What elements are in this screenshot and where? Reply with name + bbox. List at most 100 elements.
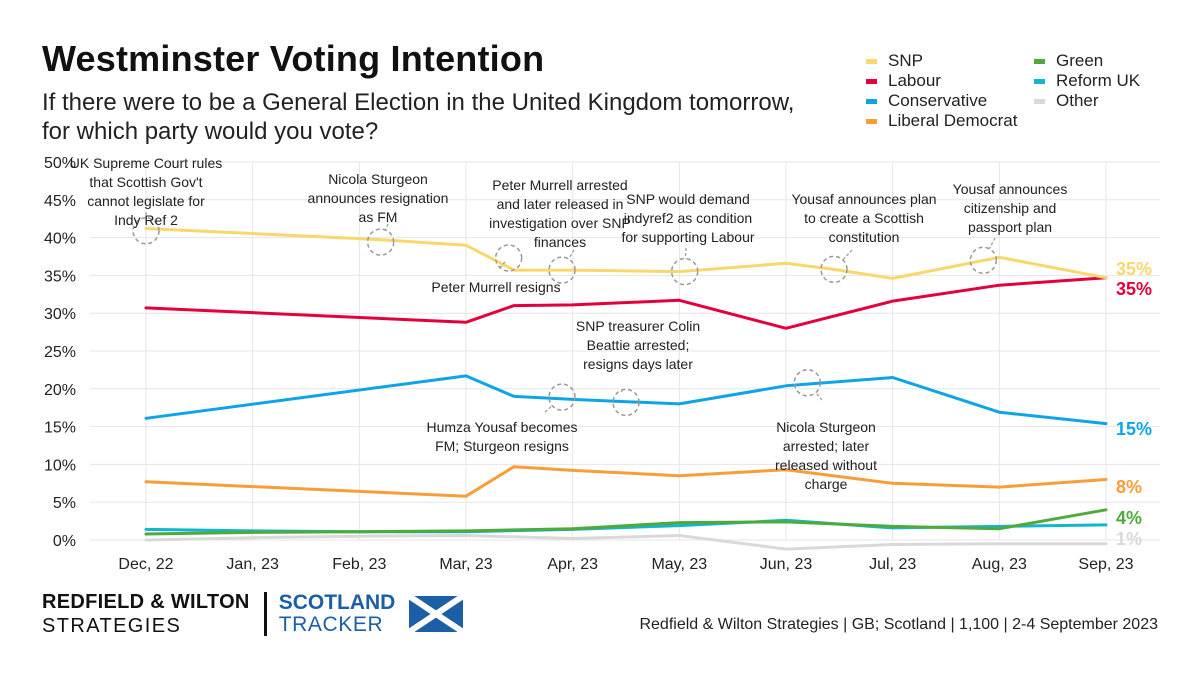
end-label-liberal-democrat: 8% (1116, 477, 1142, 497)
annotation-label-line: cannot legislate for (87, 193, 205, 209)
annotation-label-line: UK Supreme Court rules (70, 155, 223, 171)
legend-item-green: Green (1034, 51, 1184, 71)
annotation-label: Humza Yousaf becomes FM; Sturgeon resigns (427, 419, 578, 454)
annotation-label-line: Nicola Sturgeon (328, 171, 428, 187)
annotation-label-line: Nicola Sturgeon (776, 419, 876, 435)
annotation-marker (969, 246, 998, 275)
annotation-10: Yousaf announces citizenship and passport … (953, 181, 1068, 275)
x-tick-label: Feb, 23 (332, 556, 386, 573)
legend-item-labour: Labour (866, 71, 1034, 91)
series-line-conservative (144, 374, 1108, 426)
annotation-label: Nicola Sturgeon announces resignation as F… (308, 171, 449, 225)
tracker-line-2: TRACKER (278, 613, 384, 636)
annotation-label-line: SNP treasurer Colin (576, 318, 700, 334)
annotation-label: Yousaf announces citizenship and passport … (953, 181, 1068, 235)
annotation-label-line: constitution (829, 229, 900, 245)
annotation-connector (384, 223, 389, 231)
legend-item-reform-uk: Reform UK (1034, 71, 1184, 91)
x-tick-label: May, 23 (651, 556, 707, 573)
annotation-label: Yousaf announces plan to create a Scottis… (791, 191, 936, 245)
scotland-flag-icon (409, 596, 464, 632)
annotation-label-line: FM; Sturgeon resigns (435, 438, 569, 454)
annotation-marker (612, 388, 640, 417)
scotland-tracker-logo: SCOTLAND TRACKER (279, 592, 396, 636)
annotation-label-line: investigation over SNP (489, 215, 631, 231)
annotation-3: Peter Murrell resigns (431, 244, 561, 295)
logo-line-1: REDFIELD & WILTON (42, 591, 250, 613)
legend: SNP Labour Conservative Liberal Democrat… (866, 51, 1186, 131)
y-tick-label: 25% (44, 344, 76, 361)
legend-swatch-snp (866, 58, 877, 64)
annotation-label: SNP would demand indyref2 as condition for… (621, 191, 754, 245)
logo-line-2: STRATEGIES (42, 615, 182, 637)
legend-item-snp: SNP (866, 51, 1034, 71)
legend-swatch-other (1034, 98, 1045, 104)
annotation-label-line: Peter Murrell resigns (431, 279, 560, 295)
annotation-marker (548, 256, 576, 284)
annotation-label-line: indyref2 as condition (624, 210, 752, 226)
annotation-label: Peter Murrell resigns (431, 279, 560, 295)
x-tick-label: Dec, 22 (118, 556, 173, 573)
annotation-2: Nicola Sturgeon announces resignation as F… (308, 171, 449, 256)
annotation-marker (494, 244, 523, 272)
annotation-6: SNP treasurer Colin Beattie arrested; resi… (576, 318, 700, 417)
annotation-connector (620, 390, 623, 393)
series-line-other (144, 534, 1108, 551)
x-tick-label: Jun, 23 (760, 556, 813, 573)
y-tick-label: 45% (44, 193, 76, 210)
annotation-label-line: charge (805, 476, 848, 492)
legend-swatch-conservative (866, 98, 877, 104)
annotation-7: SNP would demand indyref2 as condition for… (621, 191, 755, 286)
x-tick-label: Mar, 23 (439, 556, 492, 573)
end-label-labour: 35% (1116, 279, 1152, 299)
series-line-labour (144, 276, 1108, 330)
logo-divider (263, 592, 267, 636)
annotation-marker (820, 255, 848, 284)
annotation-4: Peter Murrell arrested and later released… (489, 177, 631, 284)
y-tick-label: 10% (44, 457, 76, 474)
annotations: UK Supreme Court rules that Scottish Gov'… (70, 155, 1068, 492)
annotation-label-line: Peter Murrell arrested (492, 177, 627, 193)
annotation-connector (842, 249, 853, 261)
legend-label-other: Other (1056, 91, 1099, 110)
annotation-label: Peter Murrell arrested and later released… (489, 177, 631, 250)
legend-label-reform-uk: Reform UK (1056, 71, 1141, 90)
annotation-label-line: passport plan (968, 219, 1052, 235)
annotation-connector (815, 392, 823, 401)
legend-label-conservative: Conservative (888, 91, 988, 110)
annotation-marker (366, 228, 395, 256)
series-line-green (144, 508, 1108, 536)
annotation-label: SNP treasurer Colin Beattie arrested; resi… (576, 318, 700, 372)
series-line-snp (144, 227, 1108, 280)
annotation-label-line: citizenship and (964, 200, 1057, 216)
annotation-8: Nicola Sturgeon arrested; later released w… (775, 369, 877, 492)
legend-item-other: Other (1034, 91, 1184, 111)
annotation-label-line: Yousaf announces plan (791, 191, 936, 207)
annotation-marker (793, 369, 822, 397)
legend-label-liberal-democrat: Liberal Democrat (888, 111, 1018, 130)
annotation-connector (568, 249, 575, 260)
legend-swatch-labour (866, 78, 877, 84)
annotation-label-line: Beattie arrested; (587, 337, 690, 353)
tracker-line-1: SCOTLAND (278, 591, 396, 614)
annotation-label-line: as FM (359, 209, 398, 225)
annotation-marker (670, 257, 699, 286)
redfield-wilton-logo: REDFIELD & WILTON STRATEGIES (42, 590, 250, 638)
y-tick-label: 0% (53, 533, 76, 550)
legend-swatch-liberal-democrat (866, 118, 877, 124)
annotation-label-line: to create a Scottish (804, 210, 924, 226)
legend-item-conservative: Conservative (866, 91, 1034, 111)
source-note: Redfield & Wilton Strategies | GB; Scotl… (639, 616, 1158, 633)
y-tick-label: 50% (44, 155, 76, 172)
annotation-label-line: released without (775, 457, 877, 473)
legend-swatch-green (1034, 58, 1045, 64)
y-tick-label: 20% (44, 382, 76, 399)
x-tick-label: Aug, 23 (972, 556, 1027, 573)
series-line-liberal-democrat (144, 465, 1108, 498)
gridlines: 0% 5% 10% 15% 20% 25% 30% 35% 40% 45% 50% (44, 155, 1160, 550)
y-tick-label: 35% (44, 268, 76, 285)
legend-label-snp: SNP (888, 51, 923, 70)
series-lines (144, 227, 1108, 551)
annotation-label: Nicola Sturgeon arrested; later released w… (775, 419, 877, 492)
